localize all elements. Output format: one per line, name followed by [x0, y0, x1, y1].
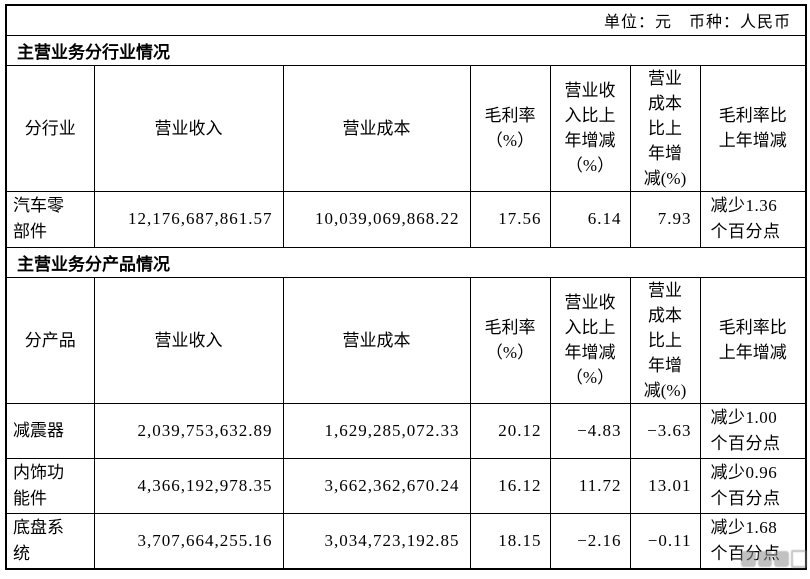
cell-revenue-change: 11.72	[549, 457, 631, 514]
header-cost: 营业成本	[282, 64, 471, 192]
header-cost-yoy: 营业 成本 比上 年增 减(%)	[629, 276, 701, 404]
cell-name: 汽车零 部件	[5, 190, 95, 248]
header-segment: 分行业	[5, 64, 95, 192]
cell-gross-margin: 18.15	[469, 512, 551, 570]
cell-revenue: 4,366,192,978.35	[93, 457, 284, 514]
main-business-table: 单位：元 币种：人民币 主营业务分行业情况 分行业 营业收入 营业成本 毛利率 …	[5, 4, 808, 570]
product-header-row: 分产品 营业收入 营业成本 毛利率 （%） 营业收 入比上 年增减 （%） 营业…	[5, 276, 807, 404]
cell-name: 内饰功 能件	[5, 457, 95, 514]
header-cost-yoy: 营业 成本 比上 年增 减(%)	[629, 64, 701, 192]
table-row-chassis-system: 底盘系 统 3,707,664,255.16 3,034,723,192.85 …	[5, 512, 807, 570]
cell-revenue-change: −4.83	[549, 402, 631, 459]
header-revenue-yoy: 营业收 入比上 年增减 （%）	[549, 276, 631, 404]
section-title-industry: 主营业务分行业情况	[5, 34, 807, 66]
product-section-title-row: 主营业务分产品情况	[5, 246, 807, 278]
table-row-auto-parts: 汽车零 部件 12,176,687,861.57 10,039,069,868.…	[5, 190, 807, 248]
cell-revenue: 2,039,753,632.89	[93, 402, 284, 459]
header-revenue-yoy: 营业收 入比上 年增减 （%）	[549, 64, 631, 192]
cell-cost: 10,039,069,868.22	[282, 190, 471, 248]
cell-gross-margin: 16.12	[469, 457, 551, 514]
header-revenue: 营业收入	[93, 276, 284, 404]
cell-cost: 1,629,285,072.33	[282, 402, 471, 459]
cell-margin-change: 减少1.36 个百分点	[699, 190, 807, 248]
cell-name: 减震器	[5, 402, 95, 459]
header-segment: 分产品	[5, 276, 95, 404]
table-row-shock-absorber: 减震器 2,039,753,632.89 1,629,285,072.33 20…	[5, 402, 807, 459]
header-gross-margin: 毛利率 （%）	[469, 276, 551, 404]
cell-cost-change: 7.93	[629, 190, 701, 248]
table-row-interior-parts: 内饰功 能件 4,366,192,978.35 3,662,362,670.24…	[5, 457, 807, 514]
unit-currency-row: 单位：元 币种：人民币	[5, 4, 807, 36]
cell-margin-change: 减少1.00 个百分点	[699, 402, 807, 459]
cell-cost-change: 13.01	[629, 457, 701, 514]
cell-revenue-change: 6.14	[549, 190, 631, 248]
header-margin-yoy: 毛利率比 上年增减	[699, 64, 807, 192]
cell-gross-margin: 17.56	[469, 190, 551, 248]
cell-cost: 3,034,723,192.85	[282, 512, 471, 570]
cell-margin-change: 减少0.96 个百分点	[699, 457, 807, 514]
cell-cost-change: −0.11	[629, 512, 701, 570]
industry-section-title-row: 主营业务分行业情况	[5, 34, 807, 66]
cell-cost: 3,662,362,670.24	[282, 457, 471, 514]
cell-gross-margin: 20.12	[469, 402, 551, 459]
cell-revenue: 3,707,664,255.16	[93, 512, 284, 570]
section-title-product: 主营业务分产品情况	[5, 246, 807, 278]
report-document: 单位：元 币种：人民币 主营业务分行业情况 分行业 营业收入 营业成本 毛利率 …	[5, 4, 808, 570]
cell-cost-change: −3.63	[629, 402, 701, 459]
industry-header-row: 分行业 营业收入 营业成本 毛利率 （%） 营业收 入比上 年增减 （%） 营业…	[5, 64, 807, 192]
cell-margin-change: 减少1.68 个百分点	[699, 512, 807, 570]
cell-name: 底盘系 统	[5, 512, 95, 570]
unit-currency-label: 单位：元 币种：人民币	[5, 4, 807, 36]
header-margin-yoy: 毛利率比 上年增减	[699, 276, 807, 404]
header-revenue: 营业收入	[93, 64, 284, 192]
header-cost: 营业成本	[282, 276, 471, 404]
cell-revenue: 12,176,687,861.57	[93, 190, 284, 248]
cell-revenue-change: −2.16	[549, 512, 631, 570]
header-gross-margin: 毛利率 （%）	[469, 64, 551, 192]
